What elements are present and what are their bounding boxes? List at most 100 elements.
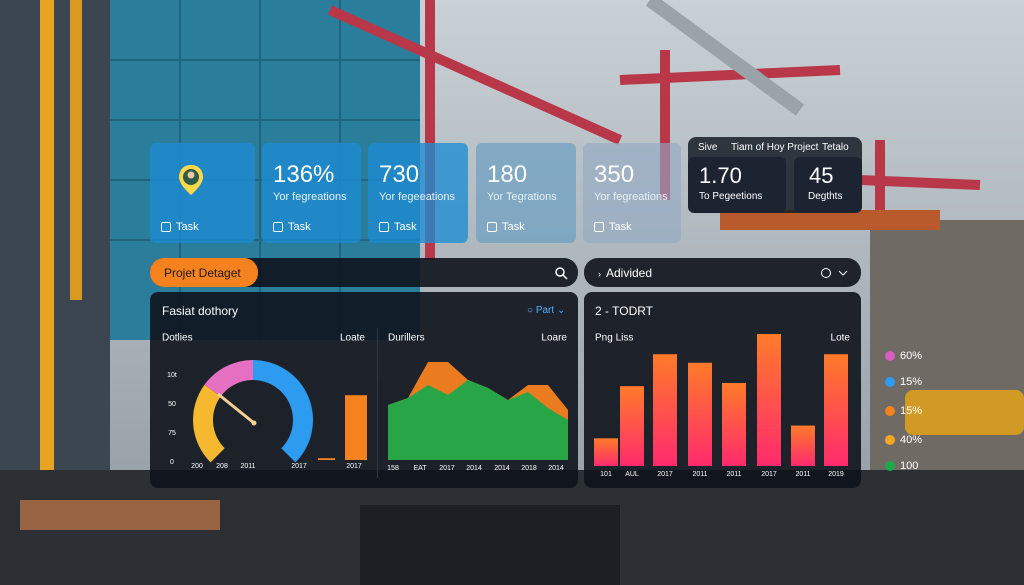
card-label: Task — [394, 221, 417, 233]
x-tick-label: 200 — [191, 463, 203, 470]
x-tick-label: 2011 — [692, 471, 707, 478]
x-tick-label: AUL — [625, 471, 639, 478]
legend-label: 15% — [900, 405, 922, 417]
x-tick-label: 2017 — [291, 463, 307, 470]
bar — [345, 395, 367, 460]
pin-icon — [179, 165, 203, 195]
x-tick-label: 2017 — [657, 471, 673, 478]
card-value: 730 — [379, 161, 420, 188]
bar — [688, 362, 712, 466]
card-value: 350 — [594, 161, 635, 188]
summary-card: 1.70 To Pegeetions — [688, 157, 786, 213]
x-tick-label: 2017 — [439, 465, 455, 472]
chart-action[interactable]: Loare — [541, 333, 567, 344]
card-caption: Yor fegreations — [594, 191, 668, 203]
tab[interactable]: Sive — [698, 142, 718, 153]
legend-label: 15% — [900, 376, 922, 388]
y-tick-label: 0 — [170, 459, 174, 466]
search-bar[interactable]: Projet Detaget — [150, 258, 578, 287]
bar — [318, 458, 335, 460]
advised-controls[interactable] — [820, 266, 850, 280]
task-icon — [161, 222, 171, 232]
task-icon — [379, 222, 389, 232]
chart-title: Png Liss — [595, 333, 633, 344]
area — [388, 380, 568, 460]
gauge-segment — [204, 360, 253, 397]
divider — [377, 328, 378, 478]
chart-action[interactable]: Loate — [340, 333, 365, 344]
card-caption: Yor fegeeations — [379, 191, 456, 203]
x-tick-label: 2014 — [494, 465, 510, 472]
x-tick-label: 208 — [216, 463, 228, 470]
legend-swatch — [885, 461, 895, 471]
y-tick-label: 10t — [167, 372, 177, 379]
dropdown[interactable]: ○ Part ⌄ — [527, 305, 566, 316]
tab[interactable]: Tiam of Hoy Project — [731, 142, 819, 153]
summary: Sive Tiam of Hoy Project Tetalo 1.70 To … — [688, 137, 862, 213]
card[interactable]: 136% Yor fegreations Task — [262, 143, 361, 243]
summary-value: 45 — [809, 163, 834, 188]
chart-title: Dotlies — [162, 333, 193, 344]
x-tick-label: 101 — [600, 471, 612, 478]
x-tick-label: 2011 — [240, 463, 255, 470]
x-tick-label: 2011 — [795, 471, 810, 478]
card-value: 180 — [487, 161, 528, 188]
y-tick-label: 50 — [168, 401, 176, 408]
x-tick-label: 2019 — [828, 471, 844, 478]
card-label: Task — [502, 221, 525, 233]
legend: 60% 15% 15% 40% 100 — [885, 350, 922, 472]
x-tick-label: 2011 — [726, 471, 741, 478]
dropdown-text: Part — [535, 305, 555, 316]
task-icon — [487, 222, 497, 232]
bar — [791, 425, 815, 466]
gauge-needle — [217, 392, 255, 425]
tab[interactable]: Tetalo — [822, 142, 849, 153]
bar — [653, 354, 677, 466]
x-tick-label: 2018 — [521, 465, 537, 472]
card[interactable]: Task — [150, 143, 255, 243]
x-tick-label: 2014 — [548, 465, 564, 472]
task-icon — [594, 222, 604, 232]
panel-title: Fasiat dothory — [162, 304, 239, 318]
advised-text: Adivided — [606, 266, 653, 280]
legend-swatch — [885, 435, 895, 445]
area-chart: Durillers Loare 158 EAT 2017 2014 2014 2018 20… — [387, 333, 568, 472]
bar — [594, 438, 618, 466]
advised-title: › Adivided — [598, 266, 653, 280]
card[interactable]: 180 Yor Tegrations Task — [476, 143, 576, 243]
legend-label: 60% — [900, 350, 922, 362]
x-tick-label: 2017 — [346, 463, 362, 470]
gauge-hub — [251, 420, 257, 426]
card-label: Task — [288, 221, 311, 233]
task-icon — [273, 222, 283, 232]
gauge-chart: Dotlies Loate 10t 50 75 0 200 208 2011 2017 2017 — [162, 333, 367, 470]
card-caption: Yor fegreations — [273, 191, 347, 203]
bar — [620, 386, 644, 466]
x-tick-label: 2014 — [466, 465, 482, 472]
search-icon[interactable] — [554, 266, 568, 280]
bar — [757, 334, 781, 466]
chart-action[interactable]: Lote — [831, 333, 851, 344]
legend-swatch — [885, 406, 895, 416]
legend-swatch — [885, 351, 895, 361]
summary-value: 1.70 — [699, 163, 742, 188]
chart-title: Durillers — [388, 333, 425, 344]
card-label: Task — [609, 221, 632, 233]
search-button[interactable]: Projet Detaget — [150, 258, 258, 287]
x-tick-label: 2017 — [761, 471, 777, 478]
card-label: Task — [176, 221, 199, 233]
bar-chart: 2 - TODRT Png Liss Lote 101 AUL 2017 2011 20… — [594, 304, 851, 478]
card[interactable]: 350 Yor fegreations Task — [583, 143, 681, 243]
y-tick-label: 75 — [168, 430, 176, 437]
gauge-segment — [253, 360, 313, 463]
legend-swatch — [885, 377, 895, 387]
legend-label: 40% — [900, 434, 922, 446]
summary-card: 45 Degthts — [794, 157, 862, 213]
card[interactable]: 730 Yor fegeeations Task — [368, 143, 468, 243]
advised-bar[interactable]: › Adivided — [584, 258, 861, 287]
bar — [722, 382, 746, 466]
panel-title: 2 - TODRT — [595, 304, 654, 318]
legend-label: 100 — [900, 460, 918, 472]
gauge-segment — [193, 384, 225, 463]
